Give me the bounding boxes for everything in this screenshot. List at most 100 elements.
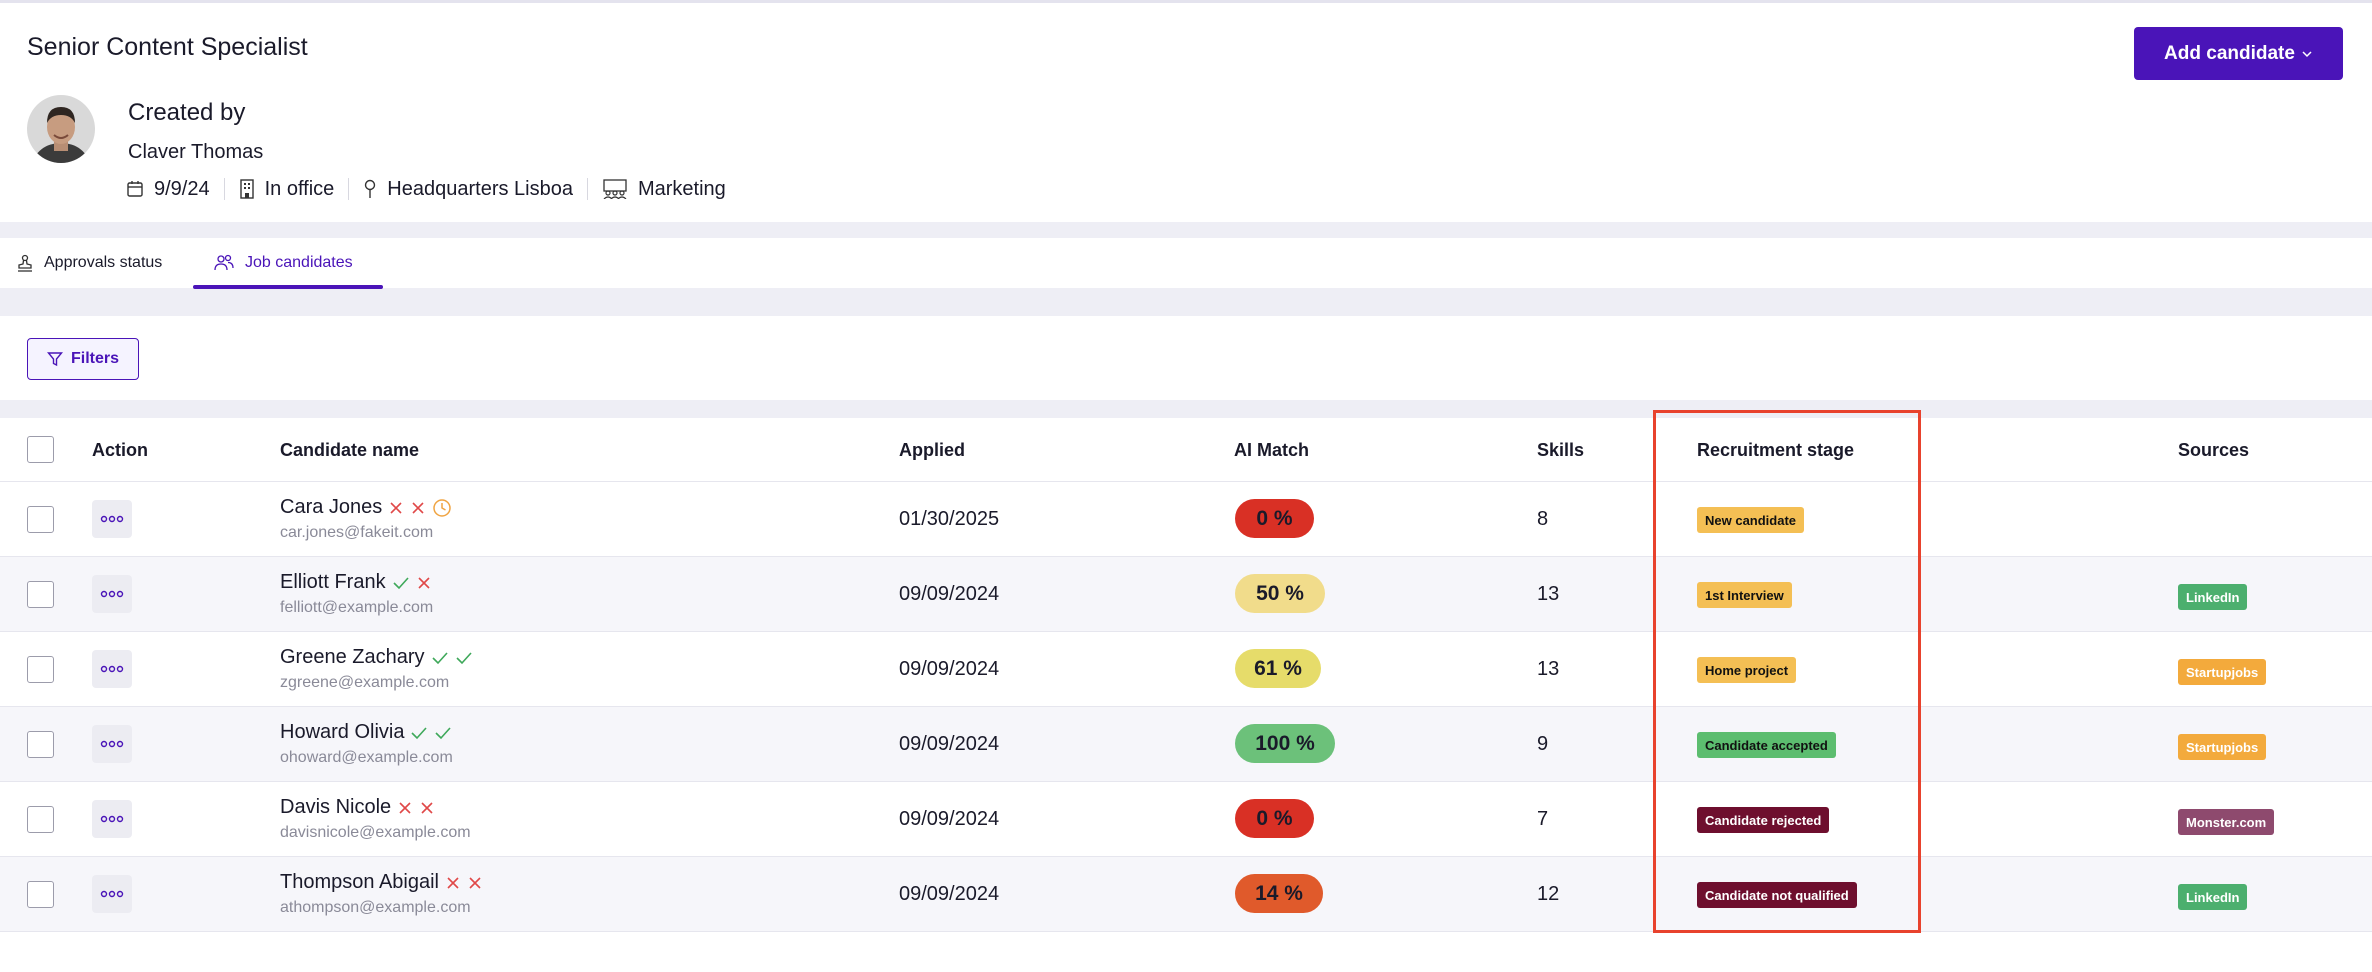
filter-icon bbox=[46, 351, 63, 367]
ai-match-badge: 14 % bbox=[1235, 874, 1323, 913]
meta-date: 9/9/24 bbox=[126, 178, 224, 201]
meta-department: Marketing bbox=[588, 178, 740, 201]
row-checkbox[interactable] bbox=[27, 881, 54, 908]
skills-count: 12 bbox=[1537, 883, 1560, 905]
job-header: Senior Content Specialist Add candidate … bbox=[0, 0, 2372, 222]
x-icon bbox=[410, 500, 426, 516]
table-row[interactable]: Greene Zachary zgreene@example.com 09/09/2… bbox=[0, 632, 2372, 707]
users-icon bbox=[213, 254, 235, 272]
x-icon bbox=[397, 800, 413, 816]
more-horizontal-icon bbox=[100, 815, 124, 823]
candidate-email: zgreene@example.com bbox=[280, 674, 450, 691]
check-icon bbox=[431, 650, 449, 666]
ai-match-badge: 50 % bbox=[1235, 574, 1325, 613]
row-checkbox[interactable] bbox=[27, 581, 54, 608]
recruitment-stage-badge: Candidate rejected bbox=[1697, 807, 1830, 833]
candidate-name-cell[interactable]: Cara Jones bbox=[280, 496, 452, 519]
avatar bbox=[27, 95, 95, 163]
ai-match-badge: 0 % bbox=[1235, 499, 1314, 538]
candidate-name: Howard Olivia bbox=[280, 721, 405, 743]
skills-count: 7 bbox=[1537, 808, 1549, 830]
table-row[interactable]: Davis Nicole davisnicole@example.com 09/09… bbox=[0, 782, 2372, 857]
check-icon bbox=[455, 650, 473, 666]
candidates-table: Action Candidate name Applied AI Match S… bbox=[0, 418, 2372, 972]
column-header-action[interactable]: Action bbox=[92, 440, 148, 460]
meta-location: Headquarters Lisboa bbox=[349, 178, 587, 201]
table-row[interactable]: Elliott Frank felliott@example.com 09/09/2… bbox=[0, 557, 2372, 632]
check-icon bbox=[434, 725, 452, 741]
column-header-ai-match[interactable]: AI Match bbox=[1234, 440, 1310, 460]
candidate-name: Elliott Frank bbox=[280, 571, 386, 593]
building-icon bbox=[239, 179, 255, 199]
creator-name: Claver Thomas bbox=[128, 141, 264, 163]
clock-icon bbox=[432, 498, 452, 518]
filters-button[interactable]: Filters bbox=[27, 338, 139, 380]
recruitment-stage-badge: New candidate bbox=[1697, 507, 1805, 533]
tab-label: Approvals status bbox=[44, 254, 163, 271]
candidate-name: Greene Zachary bbox=[280, 646, 425, 668]
more-horizontal-icon bbox=[100, 590, 124, 598]
candidate-name-cell[interactable]: Elliott Frank bbox=[280, 571, 432, 594]
column-header-sources[interactable]: Sources bbox=[2178, 440, 2250, 460]
row-actions-button[interactable] bbox=[92, 875, 132, 913]
ai-match-badge: 100 % bbox=[1235, 724, 1335, 763]
column-header-recruitment-stage[interactable]: Recruitment stage bbox=[1697, 440, 1855, 460]
column-header-candidate-name[interactable]: Candidate name bbox=[280, 440, 420, 460]
row-actions-button[interactable] bbox=[92, 500, 132, 538]
table-row[interactable]: Thompson Abigail athompson@example.com 09/… bbox=[0, 857, 2372, 932]
recruitment-stage-badge: Candidate accepted bbox=[1697, 732, 1836, 758]
tab-approvals-status[interactable]: Approvals status bbox=[16, 238, 162, 288]
source-badge: Startupjobs bbox=[2178, 734, 2267, 760]
filter-bar: Filters bbox=[0, 316, 2372, 400]
row-actions-button[interactable] bbox=[92, 800, 132, 838]
candidate-email: ohoward@example.com bbox=[280, 749, 453, 766]
chevron-down-icon bbox=[2301, 48, 2313, 60]
candidate-name-cell[interactable]: Davis Nicole bbox=[280, 796, 435, 819]
applied-date: 09/09/2024 bbox=[899, 883, 1000, 905]
row-checkbox[interactable] bbox=[27, 656, 54, 683]
location-pin-icon bbox=[363, 179, 377, 199]
created-by-label: Created by bbox=[128, 99, 246, 126]
candidate-name: Cara Jones bbox=[280, 496, 383, 518]
candidate-name: Davis Nicole bbox=[280, 796, 392, 818]
row-actions-button[interactable] bbox=[92, 575, 132, 613]
tab-label: Job candidates bbox=[245, 254, 353, 271]
x-icon bbox=[445, 875, 461, 891]
table-row[interactable]: Howard Olivia ohoward@example.com 09/09/20… bbox=[0, 707, 2372, 782]
row-checkbox[interactable] bbox=[27, 806, 54, 833]
meta-location-text: Headquarters Lisboa bbox=[387, 177, 573, 200]
more-horizontal-icon bbox=[100, 515, 124, 523]
active-tab-indicator bbox=[193, 285, 383, 289]
row-checkbox[interactable] bbox=[27, 506, 54, 533]
table-row[interactable]: Cara Jones car.jones@fakeit.com 01/30/2025… bbox=[0, 482, 2372, 557]
column-header-applied[interactable]: Applied bbox=[899, 440, 965, 460]
candidate-name-cell[interactable]: Greene Zachary bbox=[280, 646, 473, 669]
page-title: Senior Content Specialist bbox=[27, 33, 308, 61]
candidate-name: Thompson Abigail bbox=[280, 871, 439, 893]
row-checkbox[interactable] bbox=[27, 731, 54, 758]
x-icon bbox=[416, 575, 432, 591]
row-actions-button[interactable] bbox=[92, 725, 132, 763]
tab-job-candidates[interactable]: Job candidates bbox=[213, 238, 353, 288]
stamp-icon bbox=[16, 254, 34, 272]
meta-department-text: Marketing bbox=[637, 177, 726, 200]
row-actions-button[interactable] bbox=[92, 650, 132, 688]
candidate-name-cell[interactable]: Howard Olivia bbox=[280, 721, 452, 744]
candidate-email: athompson@example.com bbox=[280, 899, 471, 916]
source-badge: Monster.com bbox=[2178, 809, 2275, 835]
candidate-email: car.jones@fakeit.com bbox=[280, 524, 434, 541]
table-header: Action Candidate name Applied AI Match S… bbox=[0, 418, 2372, 482]
ai-match-badge: 0 % bbox=[1235, 799, 1314, 838]
applied-date: 09/09/2024 bbox=[899, 658, 1000, 680]
select-all-checkbox[interactable] bbox=[27, 436, 54, 463]
source-badge: LinkedIn bbox=[2178, 884, 2248, 910]
recruitment-stage-badge: 1st Interview bbox=[1697, 582, 1792, 608]
check-icon bbox=[392, 575, 410, 591]
skills-count: 13 bbox=[1537, 583, 1560, 605]
column-header-skills[interactable]: Skills bbox=[1537, 440, 1585, 460]
candidate-name-cell[interactable]: Thompson Abigail bbox=[280, 871, 483, 894]
calendar-icon bbox=[126, 180, 144, 198]
add-candidate-button[interactable]: Add candidate bbox=[2134, 27, 2343, 80]
meta-work-mode: In office bbox=[225, 178, 349, 201]
more-horizontal-icon bbox=[100, 890, 124, 898]
